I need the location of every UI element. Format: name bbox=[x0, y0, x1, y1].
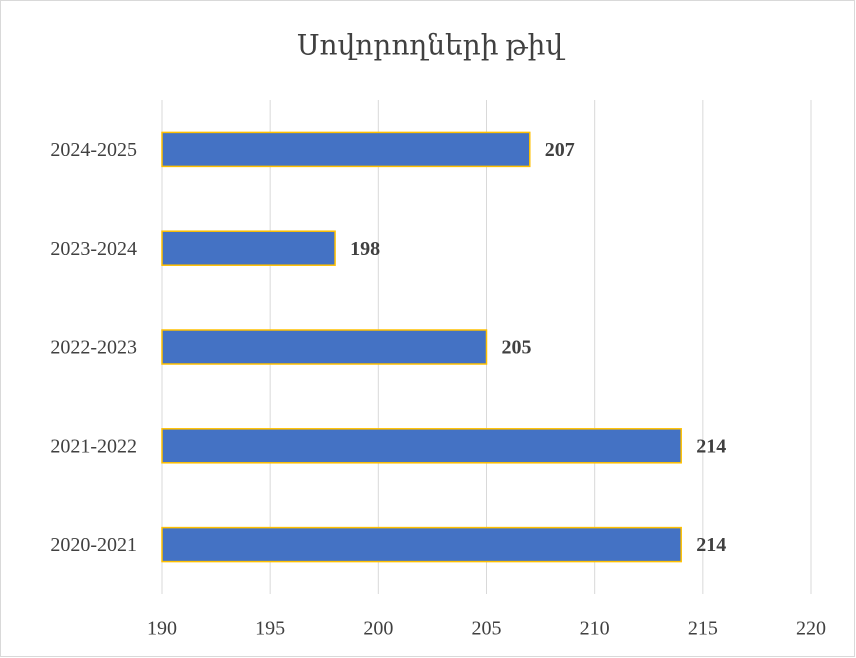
data-label: 207 bbox=[545, 139, 575, 161]
bar bbox=[161, 329, 488, 365]
x-tick-label: 200 bbox=[363, 618, 393, 640]
x-tick-label: 210 bbox=[580, 618, 610, 640]
bar bbox=[161, 230, 336, 266]
data-label: 205 bbox=[502, 337, 532, 359]
x-tick-label: 205 bbox=[472, 618, 502, 640]
y-tick-label: 2024-2025 bbox=[50, 139, 137, 161]
data-label: 214 bbox=[696, 534, 726, 556]
x-tick-label: 190 bbox=[147, 618, 177, 640]
y-tick-label: 2023-2024 bbox=[50, 238, 137, 260]
bar bbox=[161, 526, 682, 563]
x-tick-label: 195 bbox=[255, 618, 285, 640]
bar bbox=[161, 428, 682, 464]
y-tick-label: 2021-2022 bbox=[50, 435, 137, 457]
data-label: 214 bbox=[696, 435, 726, 457]
x-tick-label: 220 bbox=[796, 618, 826, 640]
chart-title: Սովորողների թիվ bbox=[297, 30, 565, 61]
y-tick-label: 2020-2021 bbox=[50, 534, 137, 556]
data-label: 198 bbox=[350, 238, 380, 260]
y-tick-label: 2022-2023 bbox=[50, 337, 137, 359]
bar bbox=[161, 131, 531, 168]
x-tick-label: 215 bbox=[688, 618, 718, 640]
